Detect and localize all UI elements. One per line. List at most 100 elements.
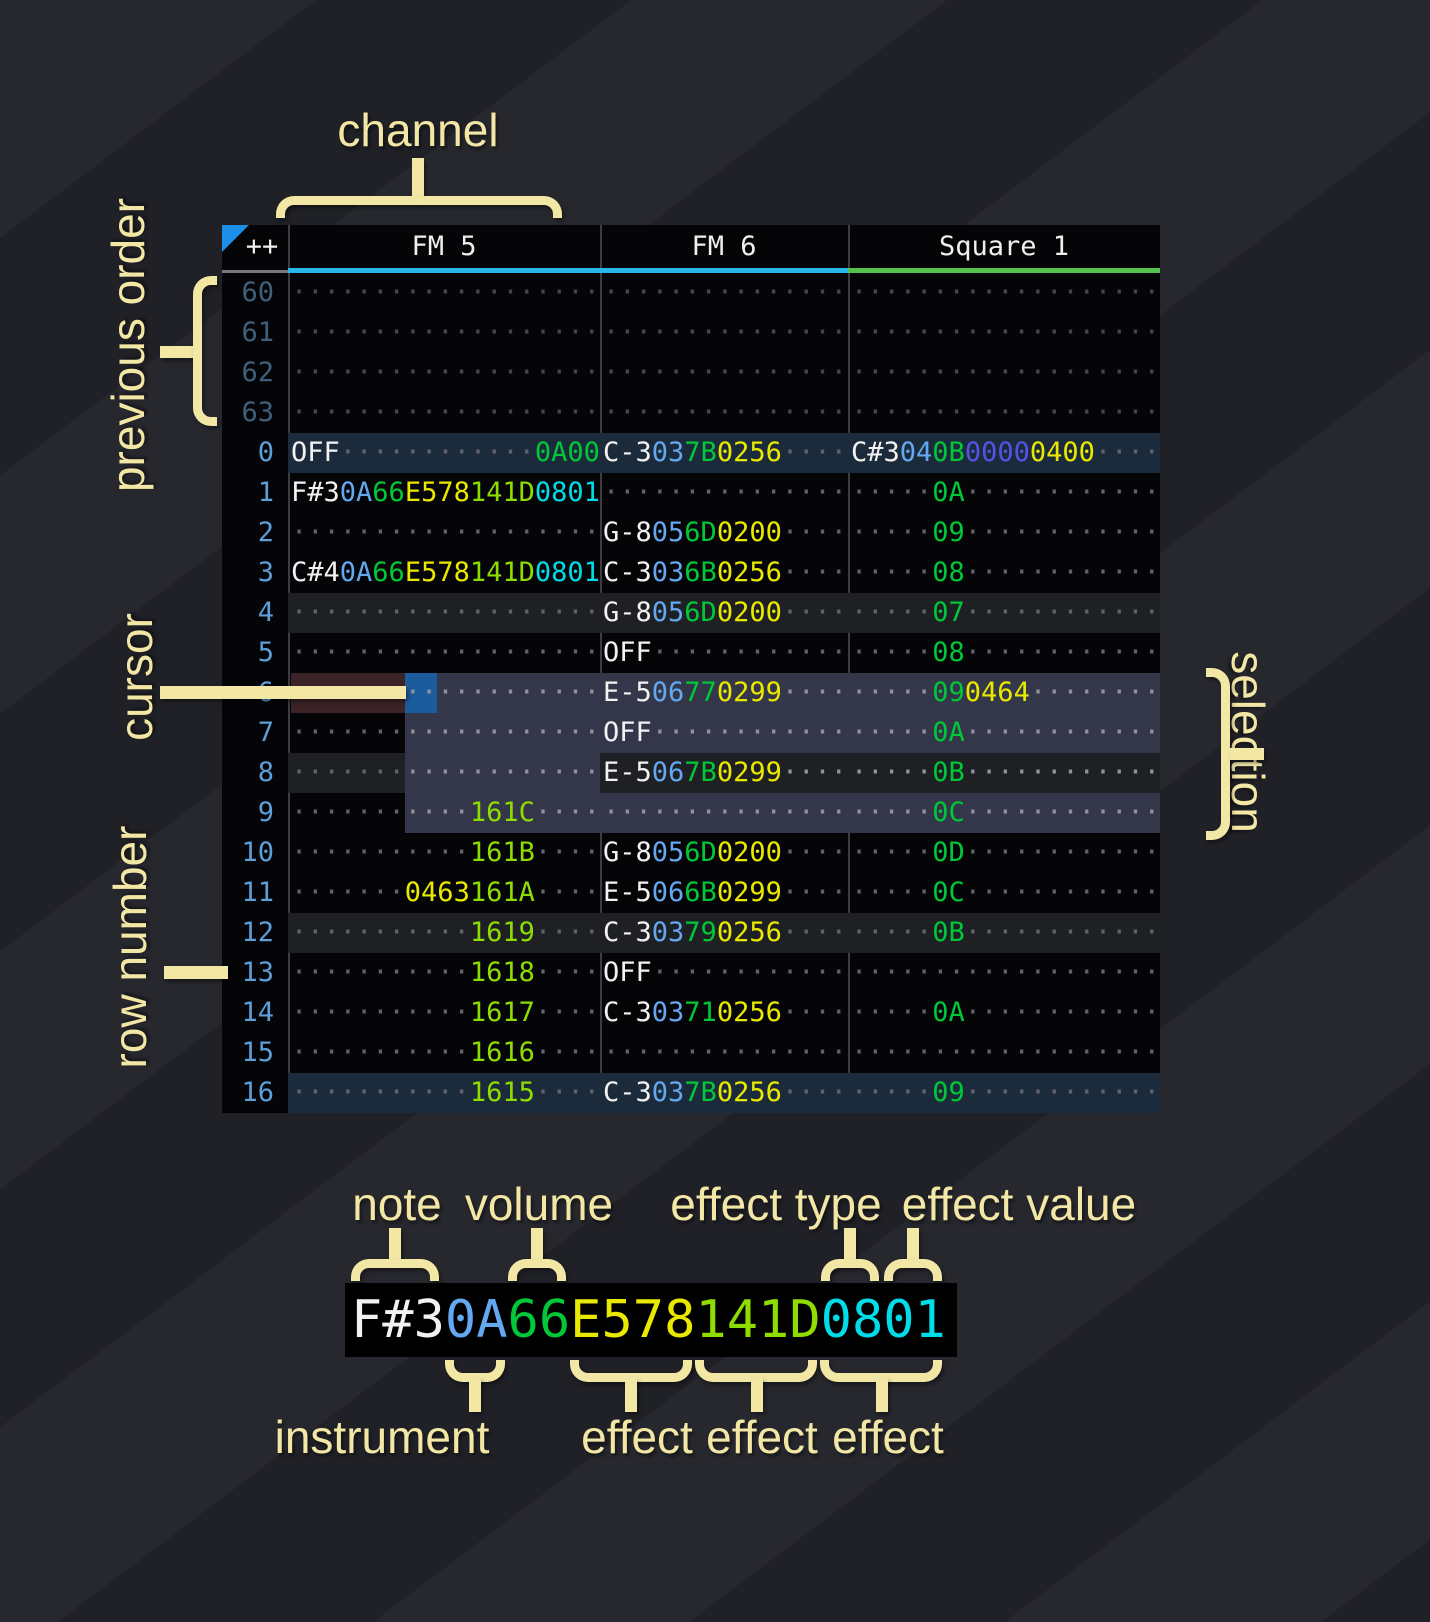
pattern-cell[interactable]: C-3037B0256···· [600, 1073, 848, 1113]
pattern-row[interactable]: 11 ·······0463161A···· E-5066B0299···· ····… [222, 873, 1160, 913]
pattern-row[interactable]: 12 ···········1619···· C-303790256···· ····… [222, 913, 1160, 953]
pattern-cell[interactable]: E-506770299···· [600, 673, 848, 713]
pattern-cell[interactable]: E-5067B0299···· [600, 753, 848, 793]
cell-segment: 141D [469, 557, 535, 588]
pattern-row[interactable]: 9 ···········161C···· ··············· ·····… [222, 793, 1160, 833]
pattern-cell[interactable]: ··················· [848, 1033, 1160, 1073]
pattern-row[interactable]: 15 ···········1616···· ··············· ····… [222, 1033, 1160, 1073]
pattern-cell[interactable]: OFF············ [600, 953, 848, 993]
pattern-cell[interactable]: ··················· [288, 513, 600, 553]
channel-header-fm5[interactable]: FM 5 [411, 231, 477, 262]
pattern-row[interactable]: 61 ··················· ··············· ····… [222, 313, 1160, 353]
pattern-row[interactable]: 13 ···········1618···· OFF············ ····… [222, 953, 1160, 993]
pattern-cell[interactable]: ·····0C············ [848, 873, 1160, 913]
pattern-cell[interactable]: ··················· [288, 593, 600, 633]
pattern-cell[interactable]: ·····0B············ [848, 913, 1160, 953]
pattern-cell[interactable]: ··················· [288, 353, 600, 393]
pattern-row[interactable]: 5 ··················· OFF············ ·····… [222, 633, 1160, 673]
pattern-cell[interactable]: C-3036B0256···· [600, 553, 848, 593]
pattern-cell[interactable]: ··················· [848, 353, 1160, 393]
pattern-cell[interactable]: ·····0C············ [848, 793, 1160, 833]
pattern-cell[interactable]: G-8056D0200···· [600, 513, 848, 553]
pattern-cell[interactable]: ···········1619···· [288, 913, 600, 953]
pattern-cell[interactable]: OFF············ [600, 633, 848, 673]
pattern-cell[interactable]: ··················· [848, 273, 1160, 313]
pattern-cell[interactable]: ··················· [288, 633, 600, 673]
pattern-cell[interactable]: C-303790256···· [600, 913, 848, 953]
pattern-cell[interactable]: C-303710256···· [600, 993, 848, 1033]
pattern-row[interactable]: 2 ··················· G-8056D0200···· ·····… [222, 513, 1160, 553]
row-number: 16 [241, 1077, 274, 1108]
pattern-row[interactable]: 60 ··················· ··············· ····… [222, 273, 1160, 313]
pattern-cell[interactable]: ·····0A············ [848, 713, 1160, 753]
pattern-cell[interactable]: ···········1618···· [288, 953, 600, 993]
cell-segment: ··················· [291, 637, 600, 668]
pattern-row[interactable]: 63 ··················· ··············· ····… [222, 393, 1160, 433]
cell-segment: 0A [932, 717, 965, 748]
pattern-cell[interactable]: ··················· [288, 273, 600, 313]
pattern-row[interactable]: 6···················E-506770299·········… [222, 673, 1160, 713]
add-order-button[interactable]: ++ [245, 231, 279, 262]
pattern-row[interactable]: 4 ··················· G-8056D0200···· ·····… [222, 593, 1160, 633]
pattern-row[interactable]: 7 ··················· OFF············ ·····… [222, 713, 1160, 753]
pattern-cell[interactable]: ··················· [288, 713, 600, 753]
pattern-row[interactable]: 62 ··················· ··············· ····… [222, 353, 1160, 393]
pattern-cell[interactable]: ·····0A············ [848, 993, 1160, 1033]
pattern-cell[interactable]: ··················· [288, 753, 600, 793]
cell-segment: 0200 [716, 837, 782, 868]
pattern-cell[interactable]: ·····0B············ [848, 753, 1160, 793]
pattern-cell[interactable]: ··············· [600, 793, 848, 833]
pattern-cell[interactable]: ··················· [848, 393, 1160, 433]
pattern-cell[interactable]: G-8056D0200···· [600, 593, 848, 633]
pattern-row[interactable]: 3 C#40A66E578141D0801 C-3036B0256···· ·····… [222, 553, 1160, 593]
pattern-cell[interactable]: ··············· [600, 273, 848, 313]
pattern-cell[interactable]: ··················· [848, 953, 1160, 993]
corner-cell[interactable]: ++ [222, 225, 288, 273]
pattern-cell[interactable]: ··············· [600, 1033, 848, 1073]
pattern-cell[interactable]: ··················· [288, 313, 600, 353]
pattern-cell[interactable]: ··············· [600, 353, 848, 393]
pattern-cell[interactable]: ··················· [848, 313, 1160, 353]
pattern-row[interactable]: 10 ···········161B···· G-8056D0200···· ····… [222, 833, 1160, 873]
pattern-cell[interactable]: ·····09············ [848, 1073, 1160, 1113]
pattern-cell[interactable]: ···········1615···· [288, 1073, 600, 1113]
cell-segment: C#3 [851, 437, 900, 468]
pattern-cell[interactable]: ···········161C···· [288, 793, 600, 833]
pattern-cell[interactable]: G-8056D0200···· [600, 833, 848, 873]
pattern-cell[interactable]: ··············· [600, 393, 848, 433]
pattern-cell[interactable]: ···········1616···· [288, 1033, 600, 1073]
pattern-row[interactable]: 8 ··················· E-5067B0299···· ·····… [222, 753, 1160, 793]
pattern-cell[interactable]: ···········161B···· [288, 833, 600, 873]
pattern-cell[interactable]: OFF············0A00 [288, 433, 600, 473]
pattern-cell[interactable]: ···········1617···· [288, 993, 600, 1033]
cell-segment: E-5 [603, 877, 652, 908]
pattern-row[interactable]: 14 ···········1617···· C-303710256···· ····… [222, 993, 1160, 1033]
pattern-cell[interactable]: ··············· [600, 473, 848, 513]
pattern-cell[interactable]: F#30A66E578141D0801 [288, 473, 600, 513]
pattern-cell[interactable]: ··················· [288, 393, 600, 433]
pattern-cell[interactable]: ·······0463161A···· [288, 873, 600, 913]
pattern-cell[interactable]: ·····0A············ [848, 473, 1160, 513]
pattern-row[interactable]: 1 F#30A66E578141D0801 ··············· ·····… [222, 473, 1160, 513]
pattern-row[interactable]: 16 ···········1615···· C-3037B0256···· ····… [222, 1073, 1160, 1113]
pattern-cell[interactable]: ·····08············ [848, 553, 1160, 593]
pattern-cell[interactable]: ·····09············ [848, 513, 1160, 553]
channel-header-square1[interactable]: Square 1 [938, 231, 1070, 262]
pattern-row[interactable]: 0 OFF············0A00 C-3037B0256···· C#304… [222, 433, 1160, 473]
pattern-cell[interactable]: ·····07············ [848, 593, 1160, 633]
pattern-cell[interactable]: OFF············ [600, 713, 848, 753]
pattern-cell[interactable]: ··············· [600, 313, 848, 353]
note-brace-stem [389, 1228, 401, 1262]
pattern-cell[interactable]: C-3037B0256···· [600, 433, 848, 473]
pattern-cell[interactable]: ·····08············ [848, 633, 1160, 673]
pattern-cell[interactable]: C#3040B00000400···· [848, 433, 1160, 473]
pattern-cell[interactable]: C#40A66E578141D0801 [288, 553, 600, 593]
cell-segment: ···· [781, 1077, 847, 1108]
cursor[interactable]: ·· [404, 673, 438, 713]
column-divider [600, 225, 602, 1113]
pattern-cell[interactable]: E-5066B0299···· [600, 873, 848, 913]
pattern-cell[interactable]: ·····0D············ [848, 833, 1160, 873]
cell-segment: 03 [651, 997, 685, 1028]
pattern-cell[interactable]: ·····090464········ [848, 673, 1160, 713]
channel-header-fm6[interactable]: FM 6 [691, 231, 757, 262]
